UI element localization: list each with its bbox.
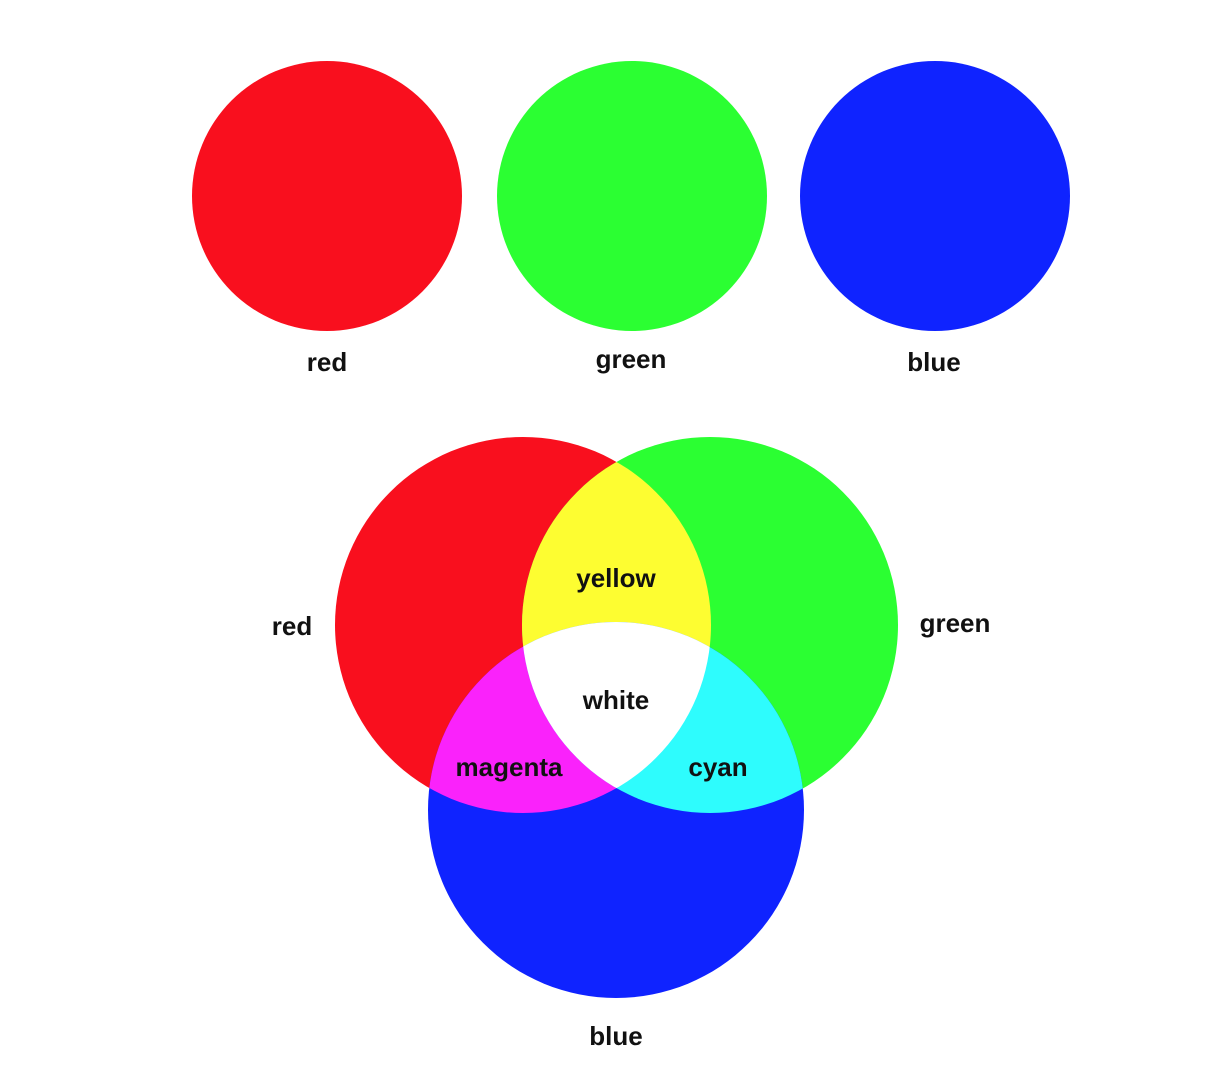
primary-circles-row: red green blue [192, 61, 1070, 377]
blue-circle [800, 61, 1070, 331]
white-label: white [582, 685, 649, 715]
red-circle [192, 61, 462, 331]
cyan-label: cyan [688, 752, 747, 782]
venn-blue-label: blue [589, 1021, 642, 1051]
green-circle-label: green [596, 344, 667, 374]
blue-circle-label: blue [907, 347, 960, 377]
venn-red-label: red [272, 611, 312, 641]
green-circle [497, 61, 767, 331]
additive-mixing-venn: red green blue yellow white magenta cyan [272, 437, 991, 1051]
red-circle-label: red [307, 347, 347, 377]
yellow-label: yellow [576, 563, 656, 593]
venn-green-label: green [920, 608, 991, 638]
magenta-label: magenta [456, 752, 563, 782]
